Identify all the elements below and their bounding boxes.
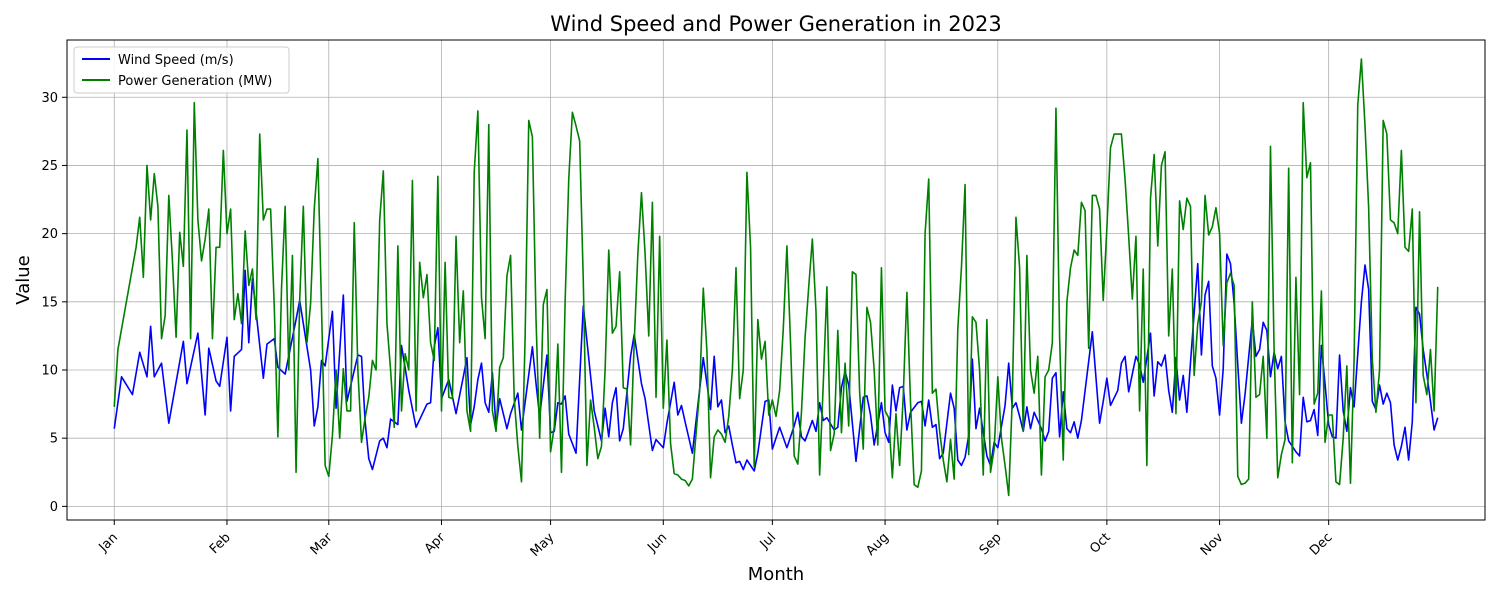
y-tick-label: 25 (41, 159, 58, 174)
legend-box (73, 46, 290, 94)
legend-label-wind-speed: Wind Speed (m/s) (118, 53, 234, 68)
y-axis-label: Value (13, 255, 34, 304)
y-tick-label: 5 (50, 432, 58, 447)
legend: Wind Speed (m/s) Power Generation (MW) (73, 46, 290, 94)
y-tick-label: 10 (41, 364, 58, 379)
series-line-wind-speed (113, 253, 1439, 472)
y-tick-label: 20 (41, 227, 58, 242)
y-tick-label: 15 (41, 295, 58, 310)
chart-title: Wind Speed and Power Generation in 2023 (550, 12, 1001, 36)
plot-area-frame (66, 39, 1486, 521)
x-axis-label: Month (748, 564, 804, 585)
y-tick-label: 0 (50, 500, 58, 515)
legend-label-power-generation: Power Generation (MW) (118, 74, 272, 89)
series-line-power-generation (113, 58, 1439, 497)
y-tick-label: 30 (41, 91, 58, 106)
series-lines (113, 58, 1439, 497)
